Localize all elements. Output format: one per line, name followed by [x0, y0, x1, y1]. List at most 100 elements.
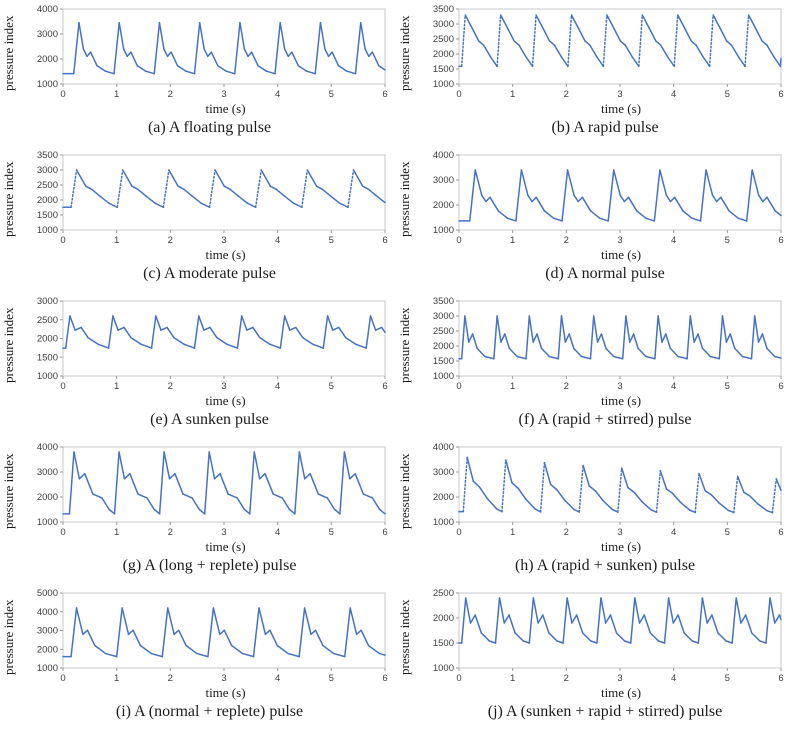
svg-text:3000: 3000: [37, 29, 58, 40]
svg-text:4000: 4000: [37, 442, 58, 453]
plot-row: pressure index 1000 2000 3000 4000 0 1 2 3 4 5 6: [0, 442, 395, 540]
svg-text:1000: 1000: [432, 371, 453, 382]
svg-text:2: 2: [168, 673, 173, 684]
line-plot: 1000 2000 3000 4000 0 1 2 3 4 5 6: [432, 442, 783, 538]
chart-caption: (i) A (normal + replete) pulse: [115, 703, 304, 720]
svg-text:6: 6: [382, 381, 387, 392]
svg-text:2: 2: [168, 527, 173, 538]
chart-f-rapid-stirred-pulse: pressure index 1000 1500 2000 2500 3000 3500 0…: [396, 296, 791, 442]
svg-text:1000: 1000: [37, 79, 58, 90]
plot-row: pressure index 1000 1500 2000 2500 3000 3500 0…: [396, 4, 791, 102]
line-plot: 1000 1500 2000 2500 3000 3500 0 1 2 3 4 5 6: [432, 296, 783, 392]
svg-text:6: 6: [382, 235, 387, 246]
x-axis-label: time (s): [205, 393, 246, 408]
svg-text:5: 5: [724, 381, 729, 392]
chart-j-sunken-rapid-stirred-pulse: pressure index 1000 1500 2000 2500 0 1 2 3 4 5 6 t…: [396, 588, 791, 734]
plot-row: pressure index 1000 1500 2000 2500 3000 0 1 2 3 4…: [0, 296, 395, 394]
svg-text:4: 4: [671, 527, 676, 538]
svg-text:2000: 2000: [37, 54, 58, 65]
y-axis-label: pressure index: [1, 15, 16, 91]
svg-text:4: 4: [275, 527, 280, 538]
line-plot: 1000 2000 3000 4000 0 1 2 3 4 5 6: [432, 150, 783, 246]
svg-text:6: 6: [382, 89, 387, 100]
svg-text:1: 1: [114, 527, 119, 538]
plot-row: pressure index 1000 1500 2000 2500 3000 3500 0…: [0, 150, 395, 248]
chart-caption: (d) A normal pulse: [545, 265, 665, 282]
svg-text:3000: 3000: [37, 467, 58, 478]
svg-text:1000: 1000: [37, 371, 58, 382]
svg-text:1000: 1000: [432, 225, 453, 236]
chart-caption: (h) A (rapid + sunken) pulse: [514, 557, 696, 574]
x-axis-label: time (s): [205, 101, 246, 116]
svg-text:1: 1: [114, 381, 119, 392]
svg-text:1: 1: [510, 235, 515, 246]
svg-text:2500: 2500: [432, 588, 453, 599]
chart-caption: (b) A rapid pulse: [551, 119, 659, 136]
svg-text:4: 4: [275, 381, 280, 392]
svg-text:2500: 2500: [432, 326, 453, 337]
svg-text:4: 4: [671, 89, 676, 100]
plot-row: pressure index 1000 1500 2000 2500 0 1 2 3 4 5 6: [396, 588, 791, 686]
svg-text:6: 6: [778, 235, 783, 246]
svg-text:5: 5: [724, 673, 729, 684]
svg-text:0: 0: [60, 235, 65, 246]
svg-text:2: 2: [563, 527, 568, 538]
line-plot: 1000 2000 3000 4000 0 1 2 3 4 5 6: [37, 442, 388, 538]
svg-text:6: 6: [778, 527, 783, 538]
svg-text:1000: 1000: [432, 79, 453, 90]
x-axis-label: time (s): [205, 685, 246, 700]
svg-text:0: 0: [60, 381, 65, 392]
svg-text:5: 5: [329, 527, 334, 538]
svg-text:3: 3: [221, 89, 226, 100]
y-axis-label: pressure index: [396, 599, 412, 675]
svg-text:4000: 4000: [37, 607, 58, 618]
chart-b-rapid-pulse: pressure index 1000 1500 2000 2500 3000 3500 0…: [396, 4, 791, 150]
x-axis-label: time (s): [205, 247, 246, 262]
svg-text:1000: 1000: [37, 517, 58, 528]
svg-text:1: 1: [510, 89, 515, 100]
svg-text:0: 0: [456, 527, 461, 538]
svg-text:0: 0: [456, 235, 461, 246]
y-axis-label: pressure index: [1, 599, 16, 675]
svg-text:2: 2: [563, 673, 568, 684]
chart-g-long-replete-pulse: pressure index 1000 2000 3000 4000 0 1 2 3 4 5 6 t…: [0, 442, 395, 588]
y-axis-label: pressure index: [1, 453, 16, 529]
svg-text:2500: 2500: [432, 34, 453, 45]
svg-text:4: 4: [275, 89, 280, 100]
svg-text:1500: 1500: [432, 638, 453, 649]
line-plot: 1000 1500 2000 2500 3000 3500 0 1 2 3 4 5 6: [37, 150, 388, 246]
svg-text:3500: 3500: [432, 4, 453, 15]
svg-text:2000: 2000: [37, 492, 58, 503]
chart-i-normal-replete-pulse: pressure index 1000 2000 3000 4000 5000 0 1 2 3 4…: [0, 588, 395, 734]
svg-text:2000: 2000: [432, 200, 453, 211]
svg-text:6: 6: [382, 673, 387, 684]
chart-c-moderate-pulse: pressure index 1000 1500 2000 2500 3000 3500 0…: [0, 150, 395, 296]
svg-text:4: 4: [275, 673, 280, 684]
svg-text:6: 6: [382, 527, 387, 538]
chart-a-floating-pulse: pressure index 1000 2000 3000 4000 0 1 2 3 4 5 6 t…: [0, 4, 395, 150]
y-axis-label: pressure index: [1, 307, 16, 383]
svg-text:3000: 3000: [432, 467, 453, 478]
svg-text:0: 0: [456, 381, 461, 392]
svg-text:3: 3: [221, 235, 226, 246]
svg-text:5000: 5000: [37, 588, 58, 599]
svg-text:1000: 1000: [37, 663, 58, 674]
svg-text:1: 1: [510, 527, 515, 538]
x-axis-label: time (s): [600, 539, 642, 554]
y-axis-label: pressure index: [396, 453, 412, 529]
svg-text:1: 1: [510, 673, 515, 684]
svg-text:3000: 3000: [432, 311, 453, 322]
svg-text:4000: 4000: [37, 4, 58, 15]
chart-caption: (j) A (sunken + rapid + stirred) pulse: [487, 703, 723, 720]
svg-text:5: 5: [329, 673, 334, 684]
svg-text:2000: 2000: [432, 492, 453, 503]
svg-text:2: 2: [168, 89, 173, 100]
svg-text:5: 5: [329, 89, 334, 100]
svg-text:1000: 1000: [37, 225, 58, 236]
svg-text:3000: 3000: [432, 175, 453, 186]
x-axis-label: time (s): [600, 393, 642, 408]
svg-text:5: 5: [724, 527, 729, 538]
x-axis-label: time (s): [205, 539, 246, 554]
y-axis-label: pressure index: [396, 161, 412, 237]
